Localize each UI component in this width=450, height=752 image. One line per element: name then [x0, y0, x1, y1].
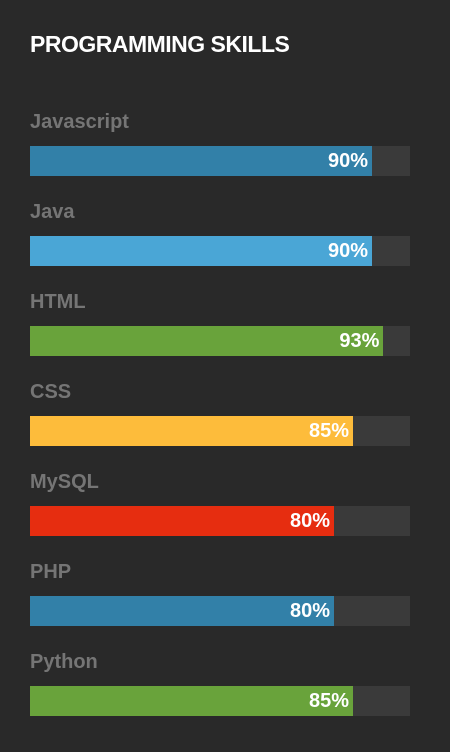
skill-bar-fill: 85% [30, 416, 353, 446]
skill-python: Python 85% [30, 647, 410, 737]
skill-bar-fill: 85% [30, 686, 353, 716]
skill-bar-track: 90% [30, 236, 410, 266]
skill-label: CSS [30, 381, 72, 403]
skills-list: Javascript 90% Java 90% HTML 93% CSS 85%… [30, 107, 410, 737]
skill-bar-fill: 80% [30, 596, 334, 626]
skill-bar-fill: 93% [30, 326, 384, 356]
skill-label: MySQL [30, 471, 99, 493]
skill-bar-track: 85% [30, 686, 410, 716]
skill-bar-fill: 90% [30, 236, 372, 266]
skill-label: HTML [30, 291, 86, 313]
skill-bar-track: 80% [30, 596, 410, 626]
skill-bar-fill: 80% [30, 506, 334, 536]
skill-label: Python [30, 651, 98, 673]
skill-java: Java 90% [30, 197, 410, 287]
skill-bar-track: 90% [30, 146, 410, 176]
skill-javascript: Javascript 90% [30, 107, 410, 197]
skill-bar-fill: 90% [30, 146, 372, 176]
skill-css: CSS 85% [30, 377, 410, 467]
skill-mysql: MySQL 80% [30, 467, 410, 557]
skill-label: Java [30, 201, 75, 223]
skill-label: PHP [30, 561, 72, 583]
skill-html: HTML 93% [30, 287, 410, 377]
skill-bar-track: 93% [30, 326, 410, 356]
skill-bar-track: 85% [30, 416, 410, 446]
skill-php: PHP 80% [30, 557, 410, 647]
skill-label: Javascript [30, 111, 129, 133]
section-title: PROGRAMMING SKILLS [30, 31, 290, 57]
skill-bar-track: 80% [30, 506, 410, 536]
